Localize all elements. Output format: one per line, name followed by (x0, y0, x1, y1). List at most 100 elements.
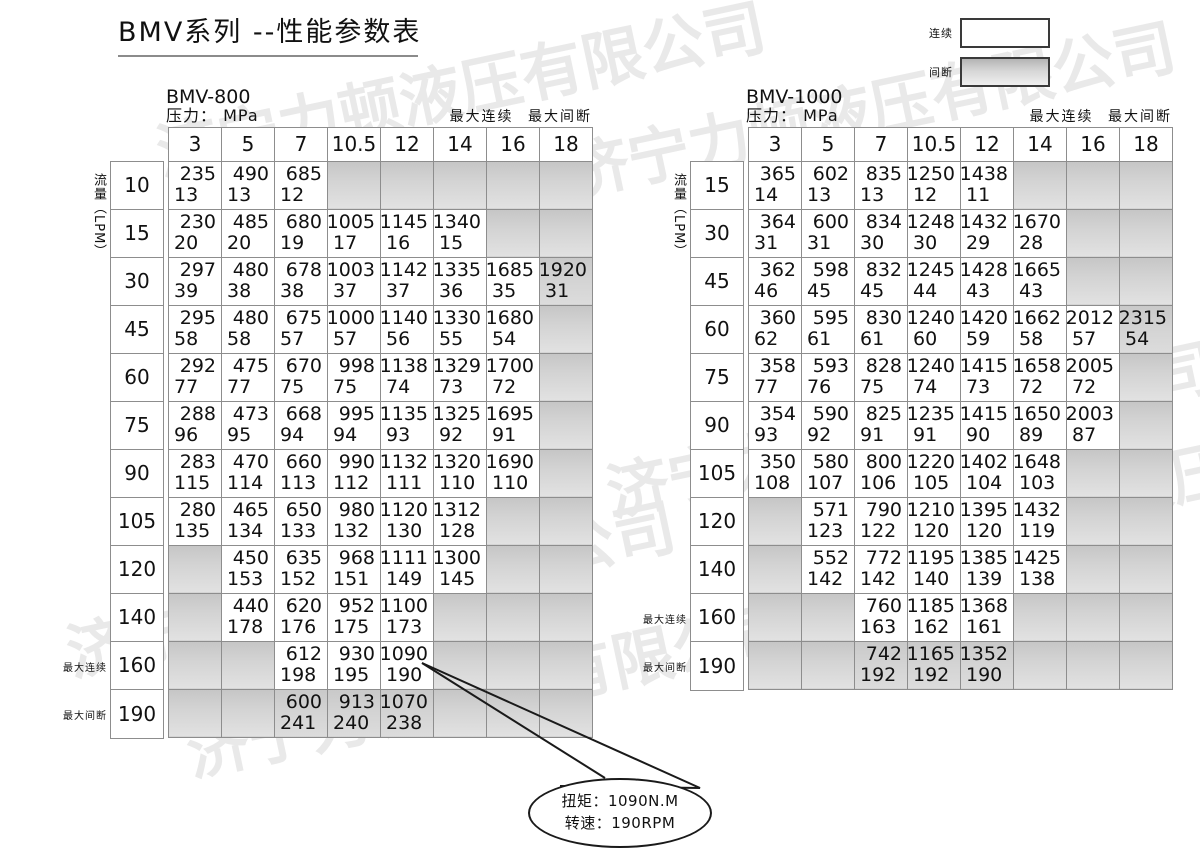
data-cell: 668 94 (274, 400, 328, 450)
data-cell (433, 592, 487, 642)
data-cell (539, 640, 593, 690)
row-label: 45 (691, 257, 743, 306)
data-cell: 365 14 (748, 160, 802, 210)
cell-torque-value: 1145 (379, 210, 428, 233)
cell-torque-value: 1432 (1012, 498, 1061, 521)
column-header-cell: 18 (539, 126, 593, 162)
cell-torque-value: 1185 (906, 594, 955, 617)
data-cell (168, 592, 222, 642)
axis-caption-800: 流量（LPM） (91, 172, 106, 259)
data-cell (168, 544, 222, 594)
data-cell (801, 640, 855, 690)
cell-torque-value: 828 (865, 354, 902, 377)
column-header-cell: 10.5 (327, 126, 381, 162)
data-cell: 1420 59 (959, 304, 1014, 354)
data-cell: 360 62 (748, 304, 802, 354)
cell-torque-value: 1195 (906, 546, 955, 569)
data-cell: 1385 139 (959, 544, 1014, 594)
data-cell (1119, 400, 1173, 450)
cell-torque-value: 1385 (959, 546, 1008, 569)
column-header-row: 3 5 7 10.5 12 14 16 18 (748, 126, 1173, 162)
cell-torque-value: 1680 (485, 306, 534, 329)
legend-swatch-intermittent (960, 57, 1050, 87)
cell-torque-value: 571 (812, 498, 849, 521)
data-cell: 1340 15 (433, 208, 487, 258)
cell-torque-value: 1415 (959, 354, 1008, 377)
data-cell: 350 108 (748, 448, 802, 498)
axis-caption-1000: 流量（LPM） (671, 172, 686, 259)
cell-torque-value: 1220 (906, 450, 955, 473)
data-cell: 1680 54 (485, 304, 540, 354)
cell-torque-value: 1415 (959, 402, 1008, 425)
data-cell: 1210 120 (907, 496, 961, 546)
data-cell: 362 46 (748, 256, 802, 306)
table-row: 600 241 913 240 1070 238 (168, 688, 593, 738)
data-cell: 364 31 (748, 208, 802, 258)
cell-torque-value: 1111 (379, 546, 428, 569)
cell-rpm-value: 72 (492, 375, 517, 398)
cell-torque-value: 1402 (959, 450, 1008, 473)
cell-rpm-value: 91 (860, 423, 885, 446)
cell-torque-value: 354 (759, 402, 796, 425)
cell-rpm-value: 30 (913, 231, 938, 254)
row-label: 190 (691, 641, 743, 690)
legend-label-intermittent: 间断 (929, 66, 953, 79)
data-cell (1066, 448, 1120, 498)
data-cell: 473 95 (221, 400, 275, 450)
cell-torque-value: 480 (232, 306, 269, 329)
table-row: 364 31 600 31 834 30 1248 30 1432 29 1670 28 (748, 208, 1173, 258)
data-cell: 598 45 (801, 256, 855, 306)
cell-torque-value: 480 (232, 258, 269, 281)
cell-rpm-value: 151 (333, 567, 370, 590)
data-cell: 1312 128 (433, 496, 487, 546)
max-continuous-label-800: 最大连续 (449, 109, 514, 126)
cell-torque-value: 440 (232, 594, 269, 617)
cell-torque-value: 450 (232, 546, 269, 569)
cell-torque-value: 1420 (959, 306, 1008, 329)
cell-torque-value: 678 (285, 258, 322, 281)
data-cell (486, 208, 540, 258)
data-cell (748, 496, 802, 546)
cell-torque-value: 800 (865, 450, 902, 473)
cell-rpm-value: 122 (860, 519, 897, 542)
data-cell: 742 192 (854, 640, 908, 690)
row-label-column-800: 10 15 30 45 60 75 90 105 120 140 160 190 (110, 160, 164, 739)
cell-rpm-value: 152 (280, 567, 317, 590)
data-cell: 670 75 (274, 352, 328, 402)
callout-speed-line: 转速：190RPM (564, 814, 676, 832)
data-cell: 913 240 (327, 688, 381, 738)
row-label-column-1000: 15 30 45 60 75 90 105 120 140 160 190 (690, 160, 744, 691)
data-cell: 1111 149 (379, 544, 434, 594)
cell-torque-value: 1138 (379, 354, 428, 377)
cell-torque-value: 295 (179, 306, 216, 329)
data-cell: 1140 56 (380, 304, 434, 354)
cell-torque-value: 1695 (485, 402, 534, 425)
data-cell (1066, 208, 1120, 258)
data-cell: 1300 145 (433, 544, 487, 594)
cell-rpm-value: 113 (280, 471, 317, 494)
row-label: 105 (111, 497, 163, 546)
cell-rpm-value: 114 (227, 471, 264, 494)
table-row: 742 192 1165 192 1352 190 (748, 640, 1173, 690)
max-marks-800: 最大连续 最大间断 (442, 110, 598, 125)
data-cell (801, 592, 855, 642)
table-row: 552 142 772 142 1195 140 1385 139 1425 138 (748, 544, 1173, 594)
cell-torque-value: 1120 (379, 498, 428, 521)
data-cell: 552 142 (801, 544, 855, 594)
cell-rpm-value: 72 (1019, 375, 1044, 398)
page-title-block: BMV系列 --性能参数表 (118, 10, 421, 57)
table-row: 280 135 465 134 650 133 980 132 1120 130 1312 128 (168, 496, 593, 546)
cell-rpm-value: 112 (333, 471, 370, 494)
data-cell: 980 132 (327, 496, 381, 546)
cell-rpm-value: 91 (913, 423, 938, 446)
cell-torque-value: 1432 (959, 210, 1008, 233)
cell-torque-value: 1395 (959, 498, 1008, 521)
cell-torque-value: 1245 (906, 258, 955, 281)
cell-torque-value: 1325 (432, 402, 481, 425)
data-cell: 685 12 (274, 160, 328, 210)
cell-torque-value: 1690 (485, 450, 534, 473)
legend-row-intermittent: 间断 (917, 57, 1050, 87)
cell-torque-value: 1135 (379, 402, 428, 425)
data-cell: 1670 28 (1013, 208, 1067, 258)
pressure-unit-label-1000: 压力： MPa (746, 105, 839, 125)
